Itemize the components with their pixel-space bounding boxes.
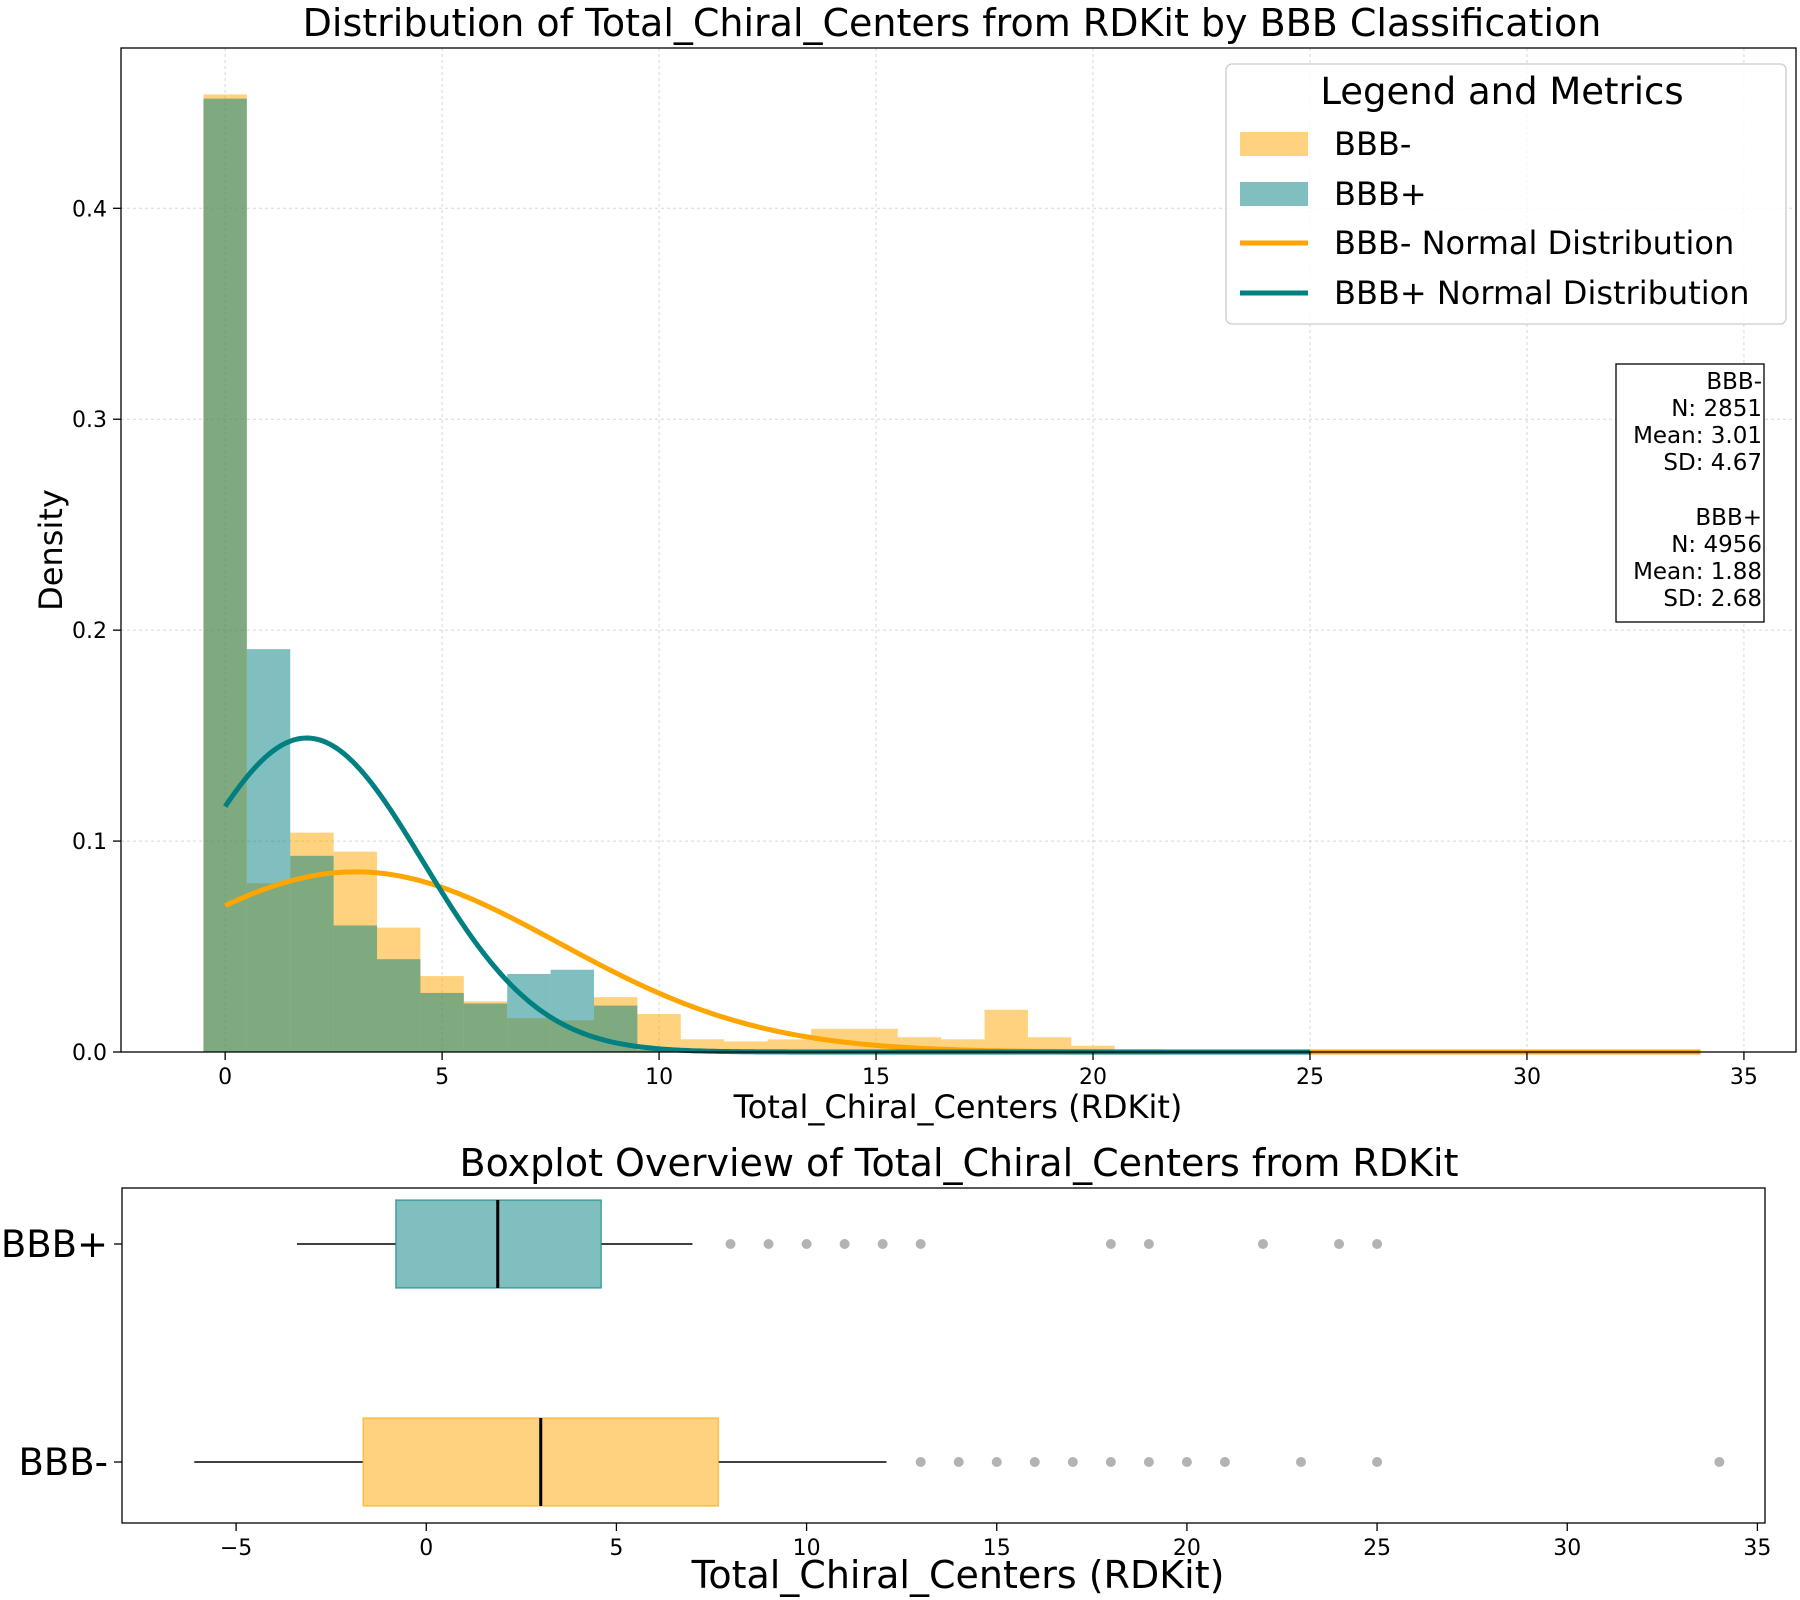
- bar-bbb-minus: [1027, 1037, 1072, 1052]
- x-tick-label: 35: [1743, 1536, 1771, 1561]
- histogram-panel: Distribution of Total_Chiral_Centers fro…: [32, 1, 1797, 1126]
- y-tick-label: 0.1: [72, 830, 107, 855]
- outlier-bbb-plus: [1372, 1239, 1383, 1249]
- stats-line: N: 2851: [1671, 396, 1762, 422]
- boxplot-x-axis-label: Total_Chiral_Centers (RDKit): [691, 1553, 1225, 1597]
- outlier-bbb-minus: [915, 1457, 926, 1467]
- outlier-bbb-minus: [1067, 1457, 1078, 1467]
- boxplot-x-ticks: −5 0 5 10 15 20 25 30 35: [220, 1523, 1771, 1561]
- y-tick-label: 0.3: [72, 408, 107, 433]
- outlier-bbb-minus: [991, 1457, 1002, 1467]
- boxplot-boxes: [194, 1199, 1725, 1507]
- outlier-bbb-minus: [1105, 1457, 1116, 1467]
- outlier-bbb-plus: [763, 1239, 774, 1249]
- stats-line: BBB-: [1706, 369, 1762, 395]
- x-tick-label: 20: [1079, 1065, 1107, 1090]
- legend-label-bbb-plus-normal: BBB+ Normal Distribution: [1334, 274, 1749, 312]
- y-tick-label: 0.4: [72, 197, 107, 222]
- stats-line: Mean: 1.88: [1633, 559, 1762, 585]
- stats-line: SD: 2.68: [1663, 586, 1762, 612]
- histogram-y-ticks: 0.0 0.1 0.2 0.3 0.4: [72, 197, 121, 1066]
- outlier-bbb-plus: [1143, 1239, 1154, 1249]
- histogram-x-axis-label: Total_Chiral_Centers (RDKit): [733, 1088, 1183, 1126]
- x-tick-label: 5: [609, 1536, 623, 1561]
- y-tick-label: BBB+: [1, 1223, 108, 1266]
- x-tick-label: 15: [983, 1536, 1011, 1561]
- y-tick-label: BBB-: [18, 1441, 108, 1484]
- bar-bbb-plus: [246, 649, 291, 1052]
- outlier-bbb-plus: [839, 1239, 850, 1249]
- outlier-bbb-plus: [877, 1239, 888, 1249]
- x-tick-label: 25: [1296, 1065, 1324, 1090]
- histogram-y-axis-label: Density: [32, 489, 70, 611]
- histogram-x-ticks: 0 5 10 15 20 25 30 35: [218, 1052, 1758, 1090]
- histogram-title: Distribution of Total_Chiral_Centers fro…: [303, 1, 1602, 45]
- outlier-bbb-minus: [1219, 1457, 1230, 1467]
- y-tick-label: 0.0: [72, 1041, 107, 1066]
- legend: Legend and Metrics BBB- BBB+ BBB- Normal…: [1225, 63, 1787, 325]
- histogram-bars: [203, 94, 1701, 1053]
- bar-bbb-minus: [724, 1041, 768, 1052]
- legend-label-bbb-minus: BBB-: [1334, 125, 1411, 163]
- x-tick-label: 20: [1173, 1536, 1201, 1561]
- x-tick-label: 0: [419, 1536, 433, 1561]
- outlier-bbb-minus: [1372, 1457, 1383, 1467]
- stats-line: BBB+: [1695, 505, 1762, 531]
- histogram-plot-frame: [120, 47, 1797, 1053]
- stats-frame: [1615, 363, 1765, 623]
- x-tick-label: 25: [1363, 1536, 1391, 1561]
- bar-bbb-plus: [420, 992, 464, 1052]
- stats-line: SD: 4.67: [1663, 450, 1762, 476]
- x-tick-label: 35: [1730, 1065, 1758, 1090]
- outlier-bbb-minus: [1296, 1457, 1307, 1467]
- outlier-bbb-minus: [1143, 1457, 1154, 1467]
- x-tick-label: 30: [1513, 1065, 1541, 1090]
- x-tick-label: 15: [862, 1065, 890, 1090]
- bar-bbb-plus: [463, 1003, 508, 1052]
- bar-bbb-minus: [1071, 1045, 1115, 1052]
- x-tick-label: 0: [218, 1065, 232, 1090]
- boxplot-panel: Boxplot Overview of Total_Chiral_Centers…: [1, 1141, 1772, 1597]
- outlier-bbb-minus: [1714, 1457, 1725, 1467]
- legend-patch-bbb-minus: [1240, 132, 1308, 156]
- legend-frame: [1225, 63, 1787, 325]
- legend-title: Legend and Metrics: [1320, 70, 1683, 113]
- bar-bbb-plus: [550, 969, 594, 1052]
- legend-label-bbb-plus: BBB+: [1334, 175, 1427, 213]
- outlier-bbb-plus: [725, 1239, 736, 1249]
- x-tick-label: 5: [435, 1065, 449, 1090]
- legend-patch-bbb-plus: [1240, 182, 1308, 206]
- outlier-bbb-plus: [1105, 1239, 1116, 1249]
- outlier-bbb-minus: [1029, 1457, 1040, 1467]
- x-tick-label: 10: [645, 1065, 673, 1090]
- legend-label-bbb-minus-normal: BBB- Normal Distribution: [1334, 224, 1734, 262]
- outlier-bbb-minus: [1181, 1457, 1192, 1467]
- outlier-bbb-plus: [915, 1239, 926, 1249]
- bar-bbb-plus: [333, 925, 378, 1052]
- bar-bbb-plus: [377, 959, 421, 1052]
- y-tick-label: 0.2: [72, 619, 107, 644]
- outlier-bbb-plus: [1257, 1239, 1268, 1249]
- stats-box: BBB- N: 2851 Mean: 3.01 SD: 4.67 BBB+ N:…: [1615, 363, 1765, 623]
- x-tick-label: 10: [793, 1536, 821, 1561]
- bar-bbb-minus: [984, 1009, 1028, 1052]
- x-tick-label: −5: [220, 1536, 252, 1561]
- outlier-bbb-plus: [1334, 1239, 1345, 1249]
- bar-bbb-plus: [290, 855, 334, 1052]
- outlier-bbb-plus: [801, 1239, 812, 1249]
- x-tick-label: 30: [1553, 1536, 1581, 1561]
- stats-line: N: 4956: [1671, 532, 1762, 558]
- outlier-bbb-minus: [953, 1457, 964, 1467]
- stats-line: Mean: 3.01: [1633, 423, 1762, 449]
- bar-bbb-plus: [203, 98, 247, 1053]
- boxplot-title: Boxplot Overview of Total_Chiral_Centers…: [460, 1141, 1459, 1185]
- bar-bbb-minus: [767, 1039, 811, 1052]
- boxplot-y-ticks: BBB+ BBB-: [1, 1223, 122, 1484]
- boxplot-plot-frame: [121, 1187, 1766, 1524]
